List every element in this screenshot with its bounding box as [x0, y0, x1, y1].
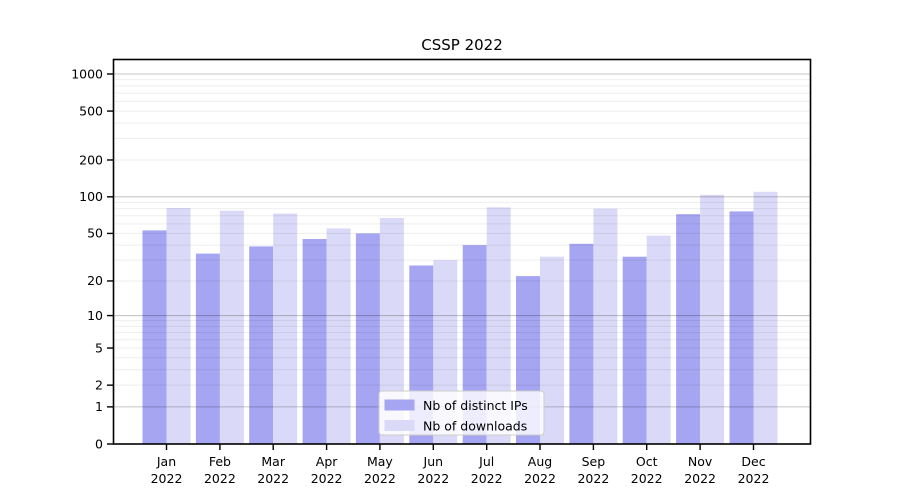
bar-distinct-ips-sep — [569, 243, 594, 444]
y-axis-tick-label: 2 — [95, 378, 103, 393]
x-axis-tick-label-year: 2022 — [738, 471, 770, 486]
bar-downloads-apr — [326, 228, 351, 444]
x-axis-tick-label-year: 2022 — [684, 471, 716, 486]
bar-distinct-ips-mar — [249, 246, 274, 444]
x-axis-tick-label-month: Feb — [209, 454, 231, 469]
x-axis-tick-label-year: 2022 — [417, 471, 449, 486]
bar-distinct-ips-may — [355, 233, 380, 444]
x-axis-tick-label-month: Dec — [741, 454, 765, 469]
y-axis-tick-label: 200 — [79, 152, 103, 167]
y-axis-tick-label: 0 — [95, 436, 103, 451]
x-axis-tick-label-year: 2022 — [364, 471, 396, 486]
legend-swatch-distinct-ips — [384, 399, 415, 411]
y-axis-tick-label: 1 — [95, 399, 103, 414]
legend-label-downloads: Nb of downloads — [423, 419, 527, 434]
y-axis-tick-label: 100 — [79, 189, 103, 204]
legend-label-distinct-ips: Nb of distinct IPs — [423, 398, 528, 413]
y-axis-tick-label: 1000 — [71, 66, 103, 81]
bar-downloads-feb — [219, 210, 244, 444]
bar-downloads-nov — [700, 194, 725, 444]
x-axis-tick-label-month: Sep — [582, 454, 606, 469]
legend-box — [378, 390, 545, 436]
plot-border — [112, 58, 812, 445]
bar-distinct-ips-dec — [729, 211, 754, 444]
x-axis-tick-label-year: 2022 — [577, 471, 609, 486]
x-axis-tick-label-year: 2022 — [524, 471, 556, 486]
y-axis-tick-label: 5 — [95, 340, 103, 355]
legend: Nb of distinct IPs Nb of downloads — [378, 390, 545, 436]
chart-title: CSSP 2022 — [421, 36, 503, 54]
x-axis-tick-label-year: 2022 — [257, 471, 289, 486]
y-axis-tick-label: 10 — [87, 308, 103, 323]
bar-downloads-dec — [753, 191, 778, 444]
x-axis-tick-label-year: 2022 — [471, 471, 503, 486]
x-axis: Jan 2022 Feb 2022 Mar 2022 Apr 2022 May 2022 Jun 20… — [151, 444, 770, 486]
bar-downloads-mar — [273, 213, 298, 444]
x-axis-tick-label-year: 2022 — [311, 471, 343, 486]
x-axis-tick-label-year: 2022 — [204, 471, 236, 486]
bar-distinct-ips-apr — [302, 239, 327, 444]
bar-downloads-oct — [646, 235, 671, 444]
y-axis-tick-label: 500 — [79, 103, 103, 118]
y-axis: 0 1 2 5 10 20 50 100 200 500 1000 — [71, 66, 114, 451]
x-axis-tick-label-month: Jul — [478, 454, 494, 469]
bar-distinct-ips-nov — [676, 214, 701, 444]
x-axis-tick-label-month: Aug — [528, 454, 552, 469]
x-axis-tick-label-month: Jan — [156, 454, 176, 469]
legend-swatch-downloads — [384, 420, 415, 431]
gridlines — [113, 73, 811, 408]
x-axis-tick-label-year: 2022 — [631, 471, 663, 486]
x-axis-tick-label-month: Mar — [261, 454, 285, 469]
x-axis-tick-label-month: Apr — [316, 454, 338, 469]
x-axis-tick-label-year: 2022 — [151, 471, 183, 486]
series-downloads — [166, 191, 778, 444]
x-axis-tick-label-month: Oct — [636, 454, 658, 469]
bar-distinct-ips-oct — [622, 256, 647, 444]
bar-downloads-sep — [593, 208, 618, 444]
bar-distinct-ips-jan — [142, 230, 167, 444]
bar-distinct-ips-feb — [195, 253, 220, 444]
bar-downloads-jan — [166, 208, 191, 444]
x-axis-tick-label-month: May — [367, 454, 393, 469]
x-axis-tick-label-month: Jun — [423, 454, 444, 469]
y-axis-tick-label: 20 — [87, 273, 103, 288]
x-axis-tick-label-month: Nov — [688, 454, 713, 469]
y-axis-tick-label: 50 — [87, 226, 103, 241]
